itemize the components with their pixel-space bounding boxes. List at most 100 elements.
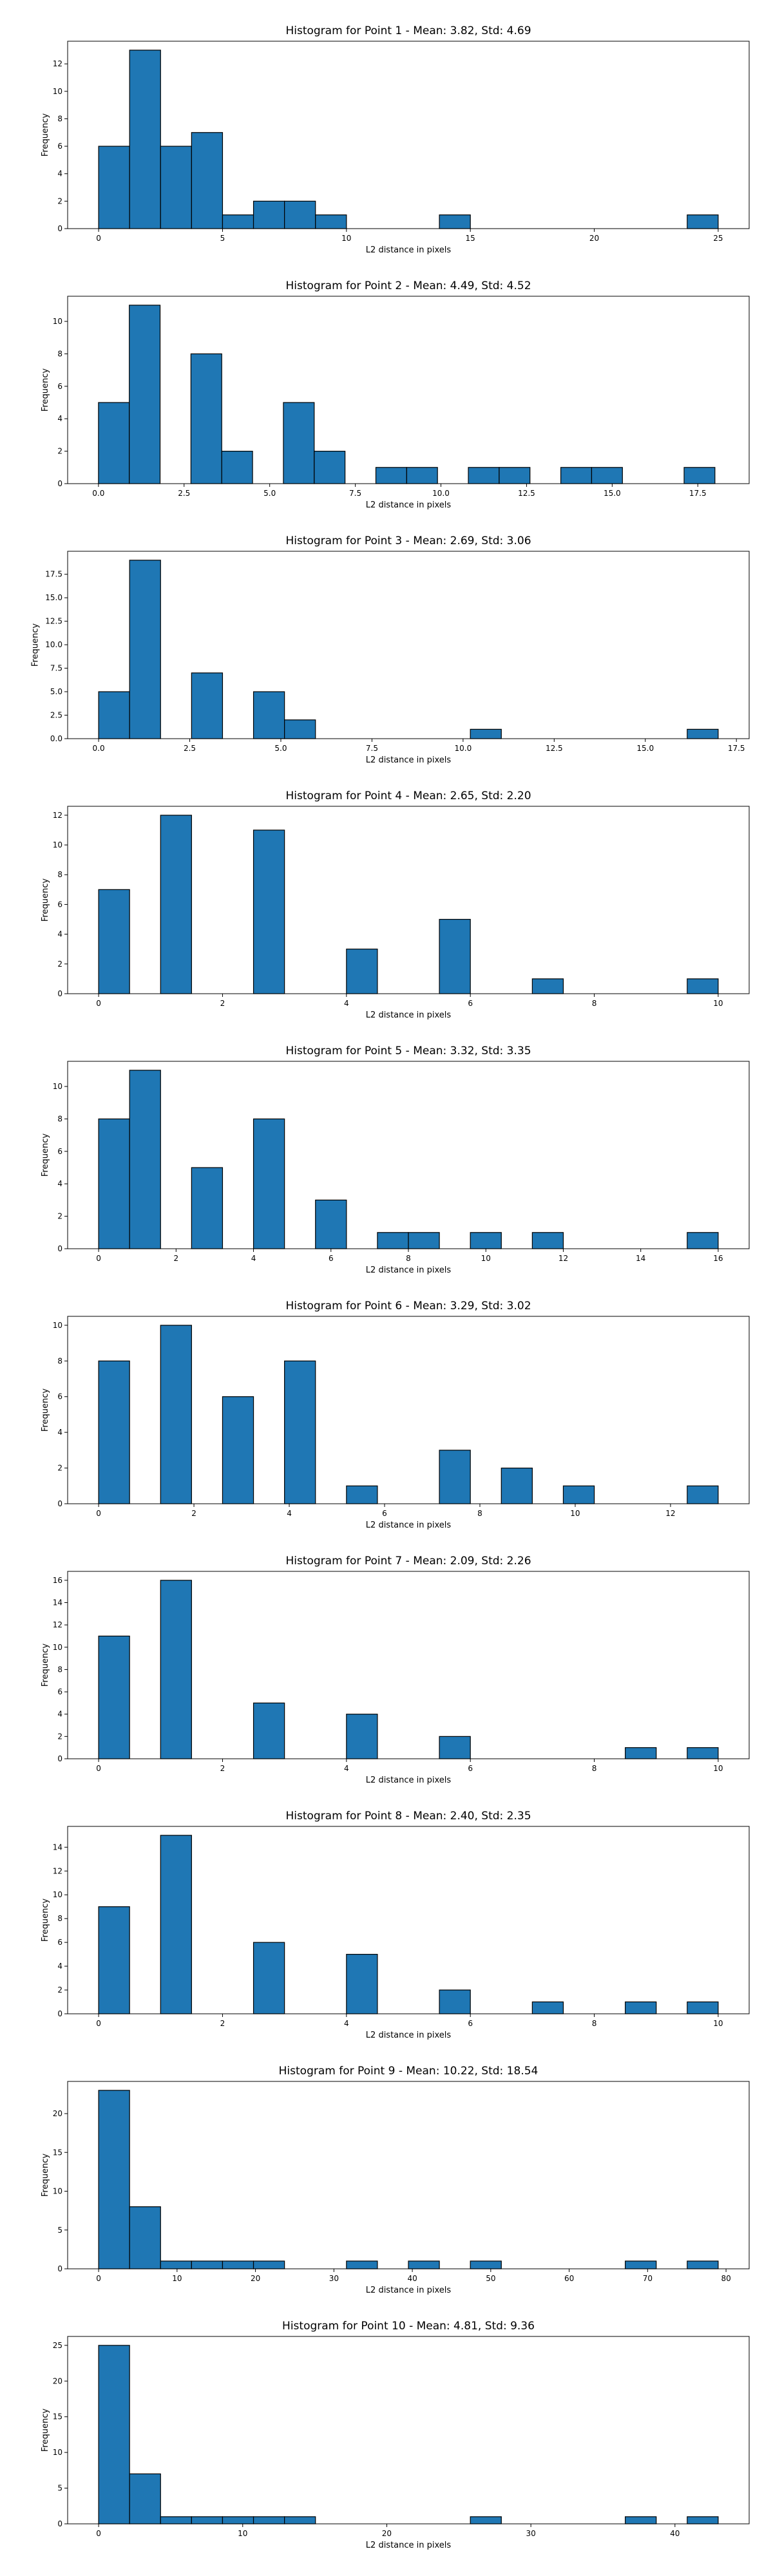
histogram-bar <box>439 1989 471 2014</box>
chart-title: Histogram for Point 6 - Mean: 3.29, Std:… <box>285 1300 531 1312</box>
y-tick-label: 6 <box>57 1392 62 1401</box>
histogram-bar <box>253 1118 285 1249</box>
y-tick-label: 4 <box>57 930 62 939</box>
y-tick-label: 5 <box>57 2226 62 2235</box>
y-tick-label: 14 <box>53 1842 62 1852</box>
x-tick-label: 0 <box>96 2274 101 2283</box>
histogram-bar <box>687 728 719 739</box>
histogram-bar <box>687 1747 719 1759</box>
x-tick-label: 2.5 <box>178 489 190 498</box>
x-tick-label: 17.5 <box>728 744 745 753</box>
y-axis-label: Frequency <box>41 1133 50 1177</box>
x-axis-label: L2 distance in pixels <box>366 245 452 255</box>
histogram-bar <box>531 2001 564 2014</box>
histogram-bar <box>253 200 285 229</box>
plot-frame <box>67 806 750 994</box>
y-axis-label: Frequency <box>41 1388 50 1432</box>
y-tick-label: 2 <box>57 1732 62 1741</box>
x-tick-label: 10 <box>713 999 723 1008</box>
chart-title: Histogram for Point 10 - Mean: 4.81, Std… <box>282 2320 535 2333</box>
y-tick-label: 12 <box>53 59 62 68</box>
x-axis-label: L2 distance in pixels <box>366 2286 452 2295</box>
bar-group <box>98 2345 719 2524</box>
histogram-bar <box>160 2260 192 2269</box>
histogram-panel: Histogram for Point 2 - Mean: 4.49, Std:… <box>41 279 750 510</box>
histogram-bar <box>346 1485 378 1504</box>
x-axis-label: L2 distance in pixels <box>366 2541 452 2550</box>
histogram-bar <box>98 889 130 994</box>
x-tick-label: 2 <box>220 999 225 1008</box>
x-tick-label: 70 <box>643 2274 653 2283</box>
chart-title: Histogram for Point 8 - Mean: 2.40, Std:… <box>285 1810 531 1823</box>
plot-frame <box>67 551 750 739</box>
histogram-bar <box>439 1736 471 1759</box>
x-axis-label: L2 distance in pixels <box>366 1010 452 1020</box>
histogram-bar <box>346 1954 378 2014</box>
histogram-bar <box>315 1199 347 1249</box>
y-tick-label: 10 <box>53 1890 62 1899</box>
chart-title: Histogram for Point 1 - Mean: 3.82, Std:… <box>285 24 531 37</box>
plot-frame <box>67 2336 750 2524</box>
histogram-bar <box>625 1747 657 1759</box>
x-tick-label: 2.5 <box>184 744 196 753</box>
x-tick-label: 0 <box>96 2529 101 2538</box>
x-tick-label: 4 <box>344 2019 349 2028</box>
y-tick-label: 6 <box>57 142 62 151</box>
histogram-bar <box>98 2345 130 2524</box>
y-tick-label: 16 <box>53 1576 62 1585</box>
histogram-bar <box>253 691 285 739</box>
x-tick-label: 80 <box>721 2274 730 2283</box>
bar-group <box>98 1325 719 1504</box>
histogram-bar <box>191 132 224 229</box>
histogram-bar <box>531 978 564 994</box>
histogram-bar <box>160 1580 192 1759</box>
histogram-bar <box>470 2260 502 2269</box>
plot-frame <box>67 1826 750 2014</box>
x-tick-label: 10 <box>238 2529 247 2538</box>
y-tick-label: 12 <box>53 811 62 820</box>
y-tick-label: 10 <box>53 840 62 849</box>
x-tick-label: 40 <box>407 2274 417 2283</box>
y-tick-label: 20 <box>53 2376 62 2385</box>
histogram-bar <box>98 691 130 739</box>
histogram-bar <box>222 1396 254 1504</box>
y-tick-label: 2 <box>57 1985 62 1994</box>
histogram-panel: Histogram for Point 4 - Mean: 2.65, Std:… <box>41 790 750 1020</box>
x-tick-label: 0 <box>96 234 101 243</box>
x-tick-label: 14 <box>636 1254 645 1263</box>
chart-title: Histogram for Point 2 - Mean: 4.49, Std:… <box>285 279 531 292</box>
histogram-bar <box>191 2516 224 2524</box>
plot-frame <box>67 1571 750 1759</box>
histogram-bar <box>253 2260 285 2269</box>
histogram-bar <box>439 1450 471 1504</box>
histogram-bar <box>253 1702 285 1759</box>
histogram-bar <box>375 467 407 484</box>
x-tick-label: 12 <box>665 1509 675 1518</box>
histogram-bar <box>129 305 161 484</box>
histogram-bar <box>625 2260 657 2269</box>
histogram-bar <box>160 815 192 994</box>
x-tick-label: 6 <box>329 1254 334 1263</box>
x-tick-label: 0 <box>96 999 101 1008</box>
x-tick-label: 25 <box>713 234 723 243</box>
x-tick-label: 17.5 <box>689 489 707 498</box>
y-tick-label: 6 <box>57 1147 62 1156</box>
y-tick-label: 2.5 <box>50 711 62 720</box>
x-tick-label: 16 <box>713 1254 723 1263</box>
histogram-bar <box>531 1232 564 1249</box>
histogram-bar <box>687 1232 719 1249</box>
x-axis-label: L2 distance in pixels <box>366 2031 452 2040</box>
histogram-bar <box>315 214 347 229</box>
histogram-panel: Histogram for Point 6 - Mean: 3.29, Std:… <box>41 1300 750 1530</box>
histogram-bar <box>98 1360 130 1504</box>
y-tick-label: 10 <box>53 1321 62 1330</box>
y-tick-label: 15.0 <box>45 593 62 602</box>
x-tick-label: 0.0 <box>92 489 104 498</box>
histogram-bar <box>98 146 130 229</box>
y-tick-label: 0 <box>57 224 62 233</box>
x-tick-label: 4 <box>251 1254 256 1263</box>
x-tick-label: 12.5 <box>546 744 563 753</box>
y-axis-label: Frequency <box>41 878 50 922</box>
y-tick-label: 0 <box>57 2009 62 2018</box>
